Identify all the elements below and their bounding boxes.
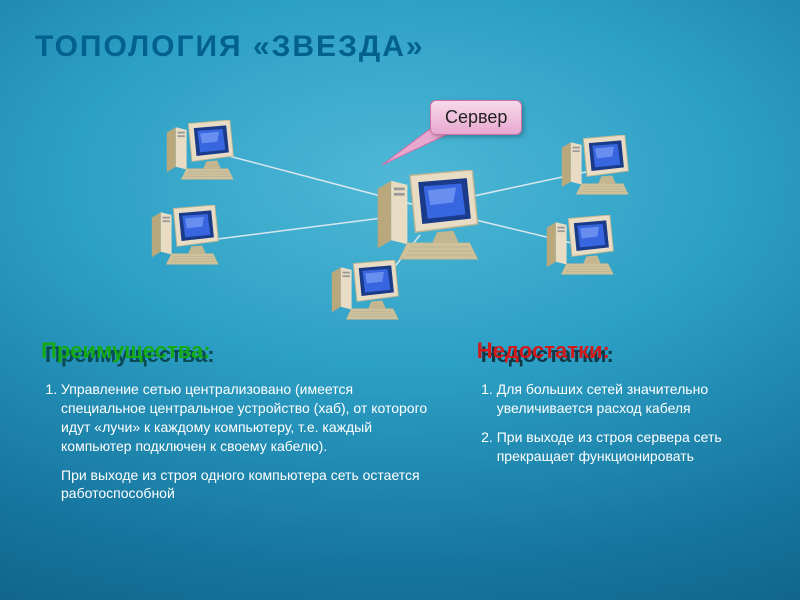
text-columns: Преимущества: Преимущества: Управление с… [35,338,775,585]
disadvantages-item: При выходе из строя сервера сеть прекращ… [497,428,775,466]
client-computer-5 [545,215,617,283]
client-computer-2 [150,205,222,273]
disadvantages-header-text: Недостатки: [477,338,610,364]
advantages-header-text: Преимущества: [41,338,211,364]
disadvantages-column: Недостатки: Недостатки: Для больших сете… [471,338,775,585]
client-computer-1 [165,120,237,188]
client-computer-4 [560,135,632,203]
disadvantages-list: Для больших сетей значительно увеличивае… [471,380,775,466]
star-topology-diagram [130,90,670,310]
hub-computer [375,170,483,270]
advantages-column: Преимущества: Преимущества: Управление с… [35,338,441,585]
disadvantages-item: Для больших сетей значительно увеличивае… [497,380,775,418]
slide-title: ТОПОЛОГИЯ «ЗВЕЗДА» [35,30,425,64]
disadvantages-header: Недостатки: Недостатки: [471,338,775,372]
advantages-item: При выходе из строя одного компьютера се… [35,466,441,504]
advantages-header: Преимущества: Преимущества: [35,338,441,372]
slide: ТОПОЛОГИЯ «ЗВЕЗДА» Сервер [0,0,800,600]
advantages-list: Управление сетью централизовано (имеется… [35,380,441,503]
advantages-item: Управление сетью централизовано (имеется… [61,380,441,456]
client-computer-3 [330,260,402,328]
